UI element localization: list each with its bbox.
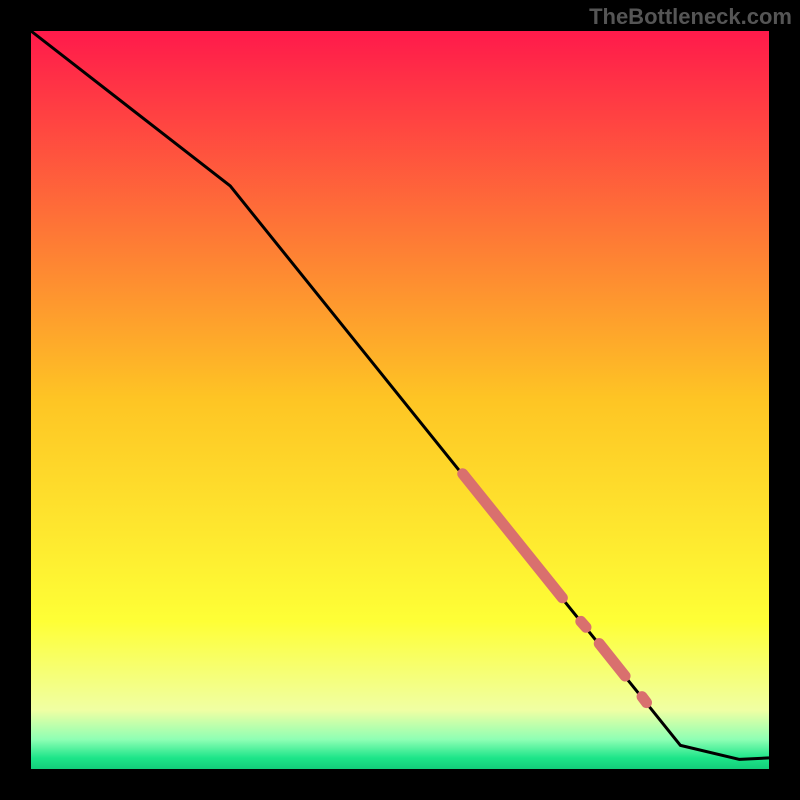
chart-marker-segment xyxy=(581,621,586,627)
bottleneck-chart xyxy=(0,0,800,800)
chart-container: TheBottleneck.com xyxy=(0,0,800,800)
chart-gradient-area xyxy=(31,31,769,769)
watermark-text: TheBottleneck.com xyxy=(589,4,792,30)
chart-marker-segment xyxy=(642,697,646,703)
